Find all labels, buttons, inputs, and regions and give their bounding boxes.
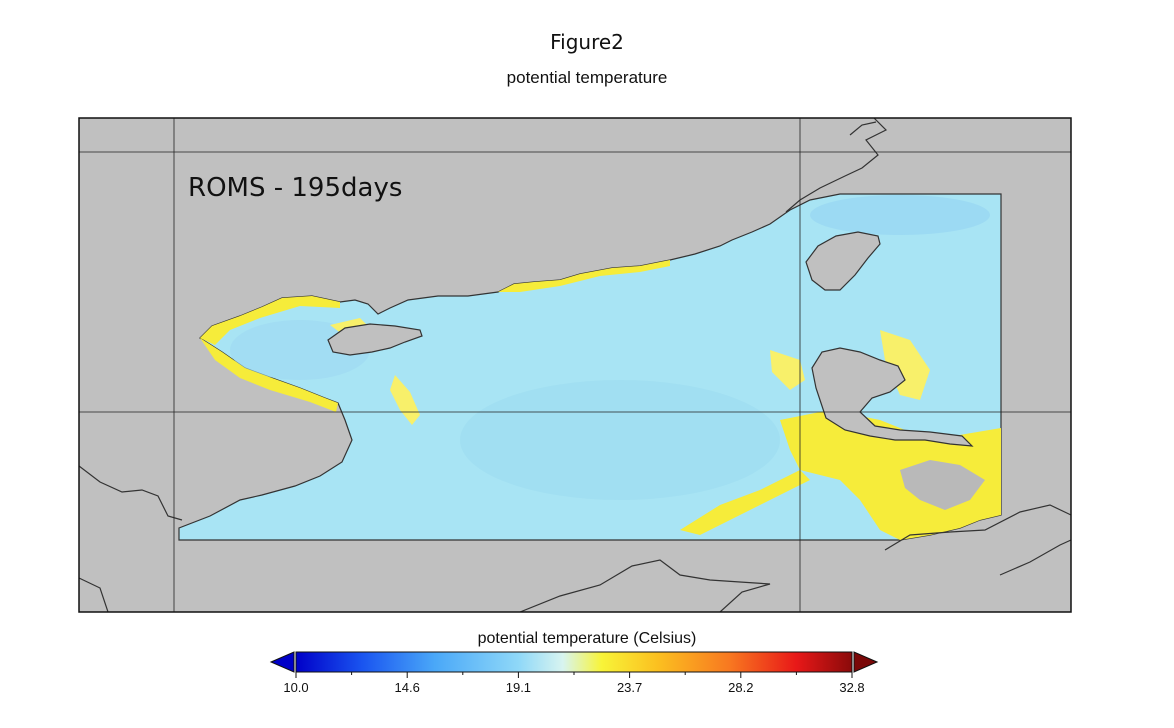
coastline-southeast bbox=[884, 504, 1071, 551]
colorbar-tick-label: 23.7 bbox=[616, 680, 643, 695]
coastal-warm-band-mid bbox=[498, 260, 670, 292]
colorbar-max-arrow bbox=[853, 651, 879, 673]
coastline-south bbox=[519, 559, 771, 612]
colorbar-tick-label: 28.2 bbox=[728, 680, 754, 695]
island-west bbox=[327, 323, 423, 356]
colorbar-tick-label: 14.6 bbox=[394, 680, 420, 695]
sea-shade-1 bbox=[460, 380, 780, 500]
figure-subtitle: potential temperature bbox=[506, 68, 668, 87]
coastline-southwest bbox=[79, 577, 109, 612]
coastal-warm-streak-south bbox=[680, 470, 810, 535]
coastline-southeast-2 bbox=[999, 539, 1071, 576]
coastal-warm-plume-1 bbox=[390, 375, 420, 425]
coastal-warm-band-west bbox=[200, 338, 338, 412]
colorbar-min-arrow bbox=[269, 651, 295, 673]
coastal-warm-band-north bbox=[200, 296, 340, 345]
island-east-large bbox=[811, 347, 974, 447]
colorbar-tick-label: 19.1 bbox=[505, 680, 532, 695]
coastal-warm-east-islands bbox=[770, 350, 805, 390]
coastline-north-east-2 bbox=[849, 121, 877, 136]
colorbar-title: potential temperature (Celsius) bbox=[477, 630, 697, 647]
coastal-warm-area-east bbox=[880, 330, 930, 400]
coastline-north-east bbox=[785, 118, 888, 213]
map-frame bbox=[78, 117, 1072, 613]
figure-title: Figure2 bbox=[550, 30, 624, 54]
island-southeast-cluster bbox=[900, 460, 985, 510]
coastline-west bbox=[79, 465, 183, 521]
sea-shade-2 bbox=[810, 195, 990, 235]
model-run-label: ROMS - 195days bbox=[188, 173, 402, 203]
colorbar bbox=[295, 651, 853, 673]
island-north-east bbox=[805, 231, 881, 291]
colorbar-ticks bbox=[295, 672, 853, 678]
colorbar-tick-label: 10.0 bbox=[283, 680, 309, 695]
colorbar-tick-label: 32.8 bbox=[839, 680, 865, 695]
